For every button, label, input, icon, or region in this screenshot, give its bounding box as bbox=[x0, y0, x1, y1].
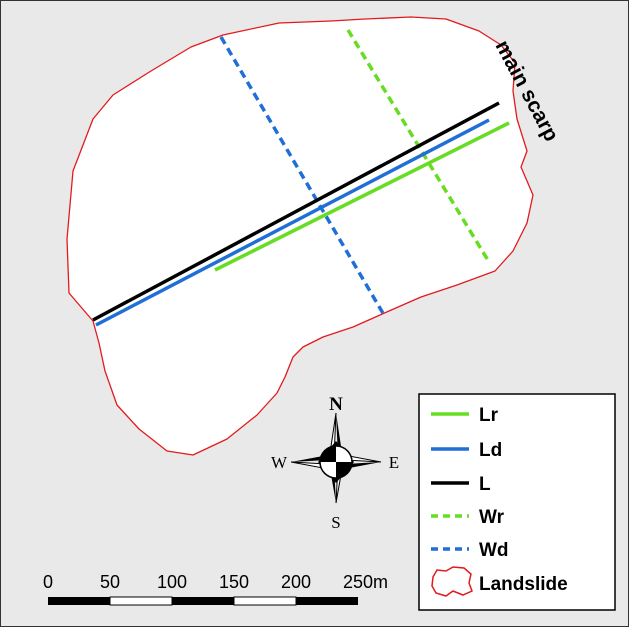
legend-box bbox=[418, 393, 616, 611]
lr-line bbox=[214, 121, 510, 272]
legend-landslide-label: Landslide bbox=[479, 574, 568, 595]
legend-ld-label: Ld bbox=[479, 440, 502, 461]
landslide-outline bbox=[66, 16, 534, 456]
legend: Lr Ld L Wr Wd Landslide bbox=[418, 393, 616, 611]
wd-line bbox=[219, 36, 386, 316]
legend-wd-label: Wd bbox=[479, 540, 509, 561]
legend-lr-label: Lr bbox=[479, 405, 499, 426]
compass-rose: N S W E bbox=[271, 394, 399, 532]
l-line bbox=[92, 101, 500, 322]
scale-tick-200: 200 bbox=[281, 572, 311, 592]
scale-bar: 0 50 100 150 200 250 m bbox=[43, 572, 388, 606]
compass-west: W bbox=[271, 453, 288, 472]
legend-wr-label: Wr bbox=[479, 507, 505, 528]
compass-south: S bbox=[331, 513, 340, 532]
compass-east: E bbox=[389, 453, 399, 472]
legend-landslide-swatch bbox=[431, 566, 473, 597]
scale-tick-100: 100 bbox=[157, 572, 187, 592]
scale-tick-250: 250 bbox=[343, 572, 373, 592]
scale-tick-50: 50 bbox=[100, 572, 120, 592]
ld-line bbox=[95, 118, 490, 327]
compass-north: N bbox=[329, 394, 343, 415]
scale-unit: m bbox=[373, 572, 388, 592]
scale-tick-0: 0 bbox=[43, 572, 53, 592]
legend-l-label: L bbox=[479, 474, 491, 495]
scale-tick-150: 150 bbox=[219, 572, 249, 592]
